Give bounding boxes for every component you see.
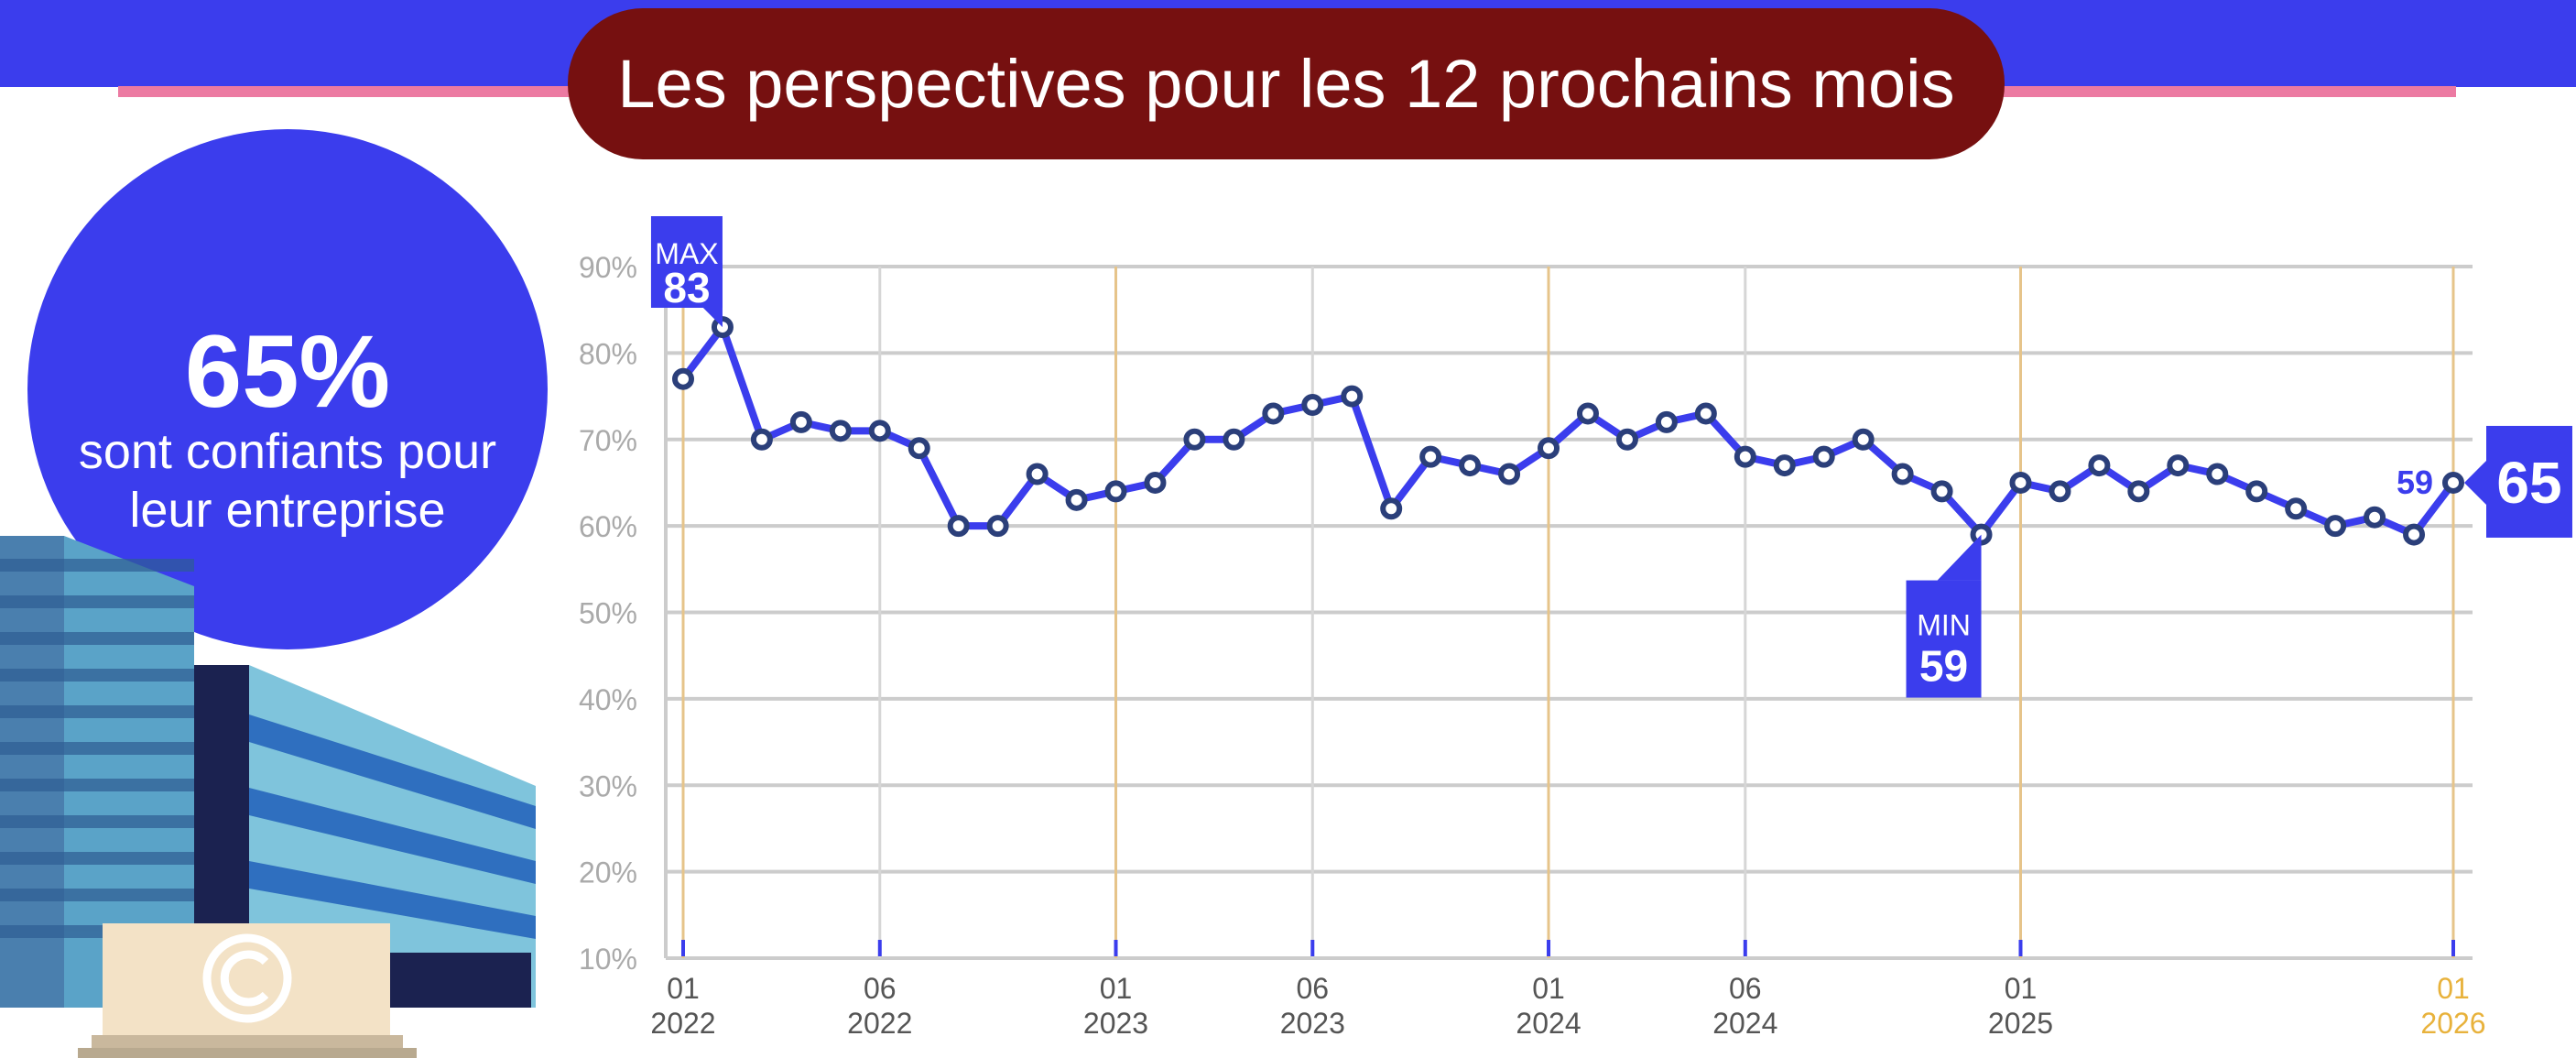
x-tick-mark xyxy=(1114,940,1118,956)
x-tick-year: 2022 xyxy=(650,1007,715,1040)
y-tick-label: 20% xyxy=(579,856,637,889)
title-text: Les perspectives pour les 12 prochains m… xyxy=(617,46,1955,122)
x-tick-year: 2023 xyxy=(1083,1007,1148,1040)
data-point xyxy=(2009,471,2032,494)
data-point xyxy=(1538,437,1560,460)
x-tick-month: 01 xyxy=(667,972,700,1005)
data-point xyxy=(1301,394,1324,416)
data-point xyxy=(1065,488,1088,511)
data-point xyxy=(2245,480,2268,503)
x-tick-month: 06 xyxy=(1296,972,1329,1005)
x-tick-mark xyxy=(1547,940,1551,956)
x-tick-year: 2023 xyxy=(1280,1007,1345,1040)
x-tick-year: 2022 xyxy=(847,1007,912,1040)
data-point xyxy=(789,410,812,433)
max-label-tag: MAX xyxy=(655,237,718,270)
y-tick-label: 90% xyxy=(579,251,637,284)
data-point xyxy=(1655,410,1678,433)
min-label-value: 59 xyxy=(1919,643,1968,692)
highlight-text: sont confiants pour leur entreprise xyxy=(27,422,548,540)
last-label-pointer xyxy=(2464,460,2486,505)
data-point xyxy=(1341,385,1364,408)
data-point xyxy=(2206,463,2229,485)
x-tick-month: 01 xyxy=(1532,972,1565,1005)
x-tick-mark xyxy=(2018,940,2023,956)
y-tick-label: 70% xyxy=(579,424,637,457)
data-point xyxy=(2127,480,2150,503)
min-label-tag: MIN xyxy=(1917,609,1971,642)
highlight-value: 65% xyxy=(184,314,391,429)
data-point xyxy=(1104,480,1127,503)
highlight-circle: 65% sont confiants pour leur entreprise xyxy=(27,129,548,649)
data-point xyxy=(1223,428,1245,451)
x-tick-mark xyxy=(877,940,882,956)
data-point xyxy=(1734,445,1756,468)
data-point xyxy=(868,420,891,442)
previous-value-label: 59 xyxy=(2397,464,2433,501)
y-tick-label: 30% xyxy=(579,769,637,802)
x-tick-mark xyxy=(681,940,685,956)
data-point xyxy=(1852,428,1875,451)
data-point xyxy=(1930,480,1953,503)
x-tick-year: 2024 xyxy=(1712,1007,1777,1040)
x-tick-month: 01 xyxy=(2005,972,2038,1005)
data-point xyxy=(2285,497,2308,520)
data-point xyxy=(1891,463,1914,485)
page-title: Les perspectives pour les 12 prochains m… xyxy=(568,8,2005,159)
data-point xyxy=(2442,471,2464,494)
min-label-pointer xyxy=(1937,534,1982,581)
x-tick-month: 01 xyxy=(2437,972,2470,1005)
data-point xyxy=(829,420,852,442)
y-tick-label: 40% xyxy=(579,683,637,716)
data-point xyxy=(986,515,1009,538)
data-point xyxy=(1419,445,1442,468)
data-point xyxy=(1498,463,1521,485)
data-point xyxy=(1773,454,1796,477)
last-value-label: 65 xyxy=(2496,450,2561,516)
data-point xyxy=(1812,445,1835,468)
y-tick-label: 80% xyxy=(579,337,637,370)
last-label-bg xyxy=(2486,425,2572,538)
min-label-bg xyxy=(1906,580,1982,698)
building-icon xyxy=(0,536,536,1058)
highlight-text-line1: sont confiants pour xyxy=(78,424,497,479)
x-tick-mark xyxy=(1310,940,1315,956)
data-point xyxy=(2088,454,2111,477)
data-point xyxy=(750,428,773,451)
data-point xyxy=(1262,402,1285,425)
data-point xyxy=(2324,515,2347,538)
data-point xyxy=(1026,463,1049,485)
x-tick-mark xyxy=(1743,940,1747,956)
y-tick-label: 10% xyxy=(579,943,637,976)
data-point xyxy=(672,367,694,390)
x-tick-year: 2025 xyxy=(1988,1007,2053,1040)
y-tick-label: 50% xyxy=(579,597,637,630)
data-point xyxy=(947,515,970,538)
data-point xyxy=(1576,402,1599,425)
x-tick-year: 2024 xyxy=(1516,1007,1581,1040)
data-point xyxy=(1459,454,1482,477)
x-tick-month: 06 xyxy=(864,972,897,1005)
data-point xyxy=(1144,471,1167,494)
max-label-value: 83 xyxy=(663,264,710,311)
data-point xyxy=(1183,428,1206,451)
data-point xyxy=(1615,428,1638,451)
series-line xyxy=(679,323,2457,539)
highlight-text-line2: leur entreprise xyxy=(129,483,446,538)
data-point xyxy=(2167,454,2190,477)
max-label-bg xyxy=(650,216,723,308)
data-point xyxy=(2403,523,2426,546)
y-tick-label: 60% xyxy=(579,510,637,543)
data-point xyxy=(2364,506,2386,529)
data-point xyxy=(908,437,930,460)
x-tick-month: 01 xyxy=(1100,972,1133,1005)
x-tick-year: 2026 xyxy=(2420,1007,2485,1040)
data-point xyxy=(1380,497,1403,520)
x-tick-mark xyxy=(2451,940,2455,956)
x-tick-month: 06 xyxy=(1729,972,1762,1005)
data-point xyxy=(2049,480,2071,503)
data-point xyxy=(1694,402,1717,425)
